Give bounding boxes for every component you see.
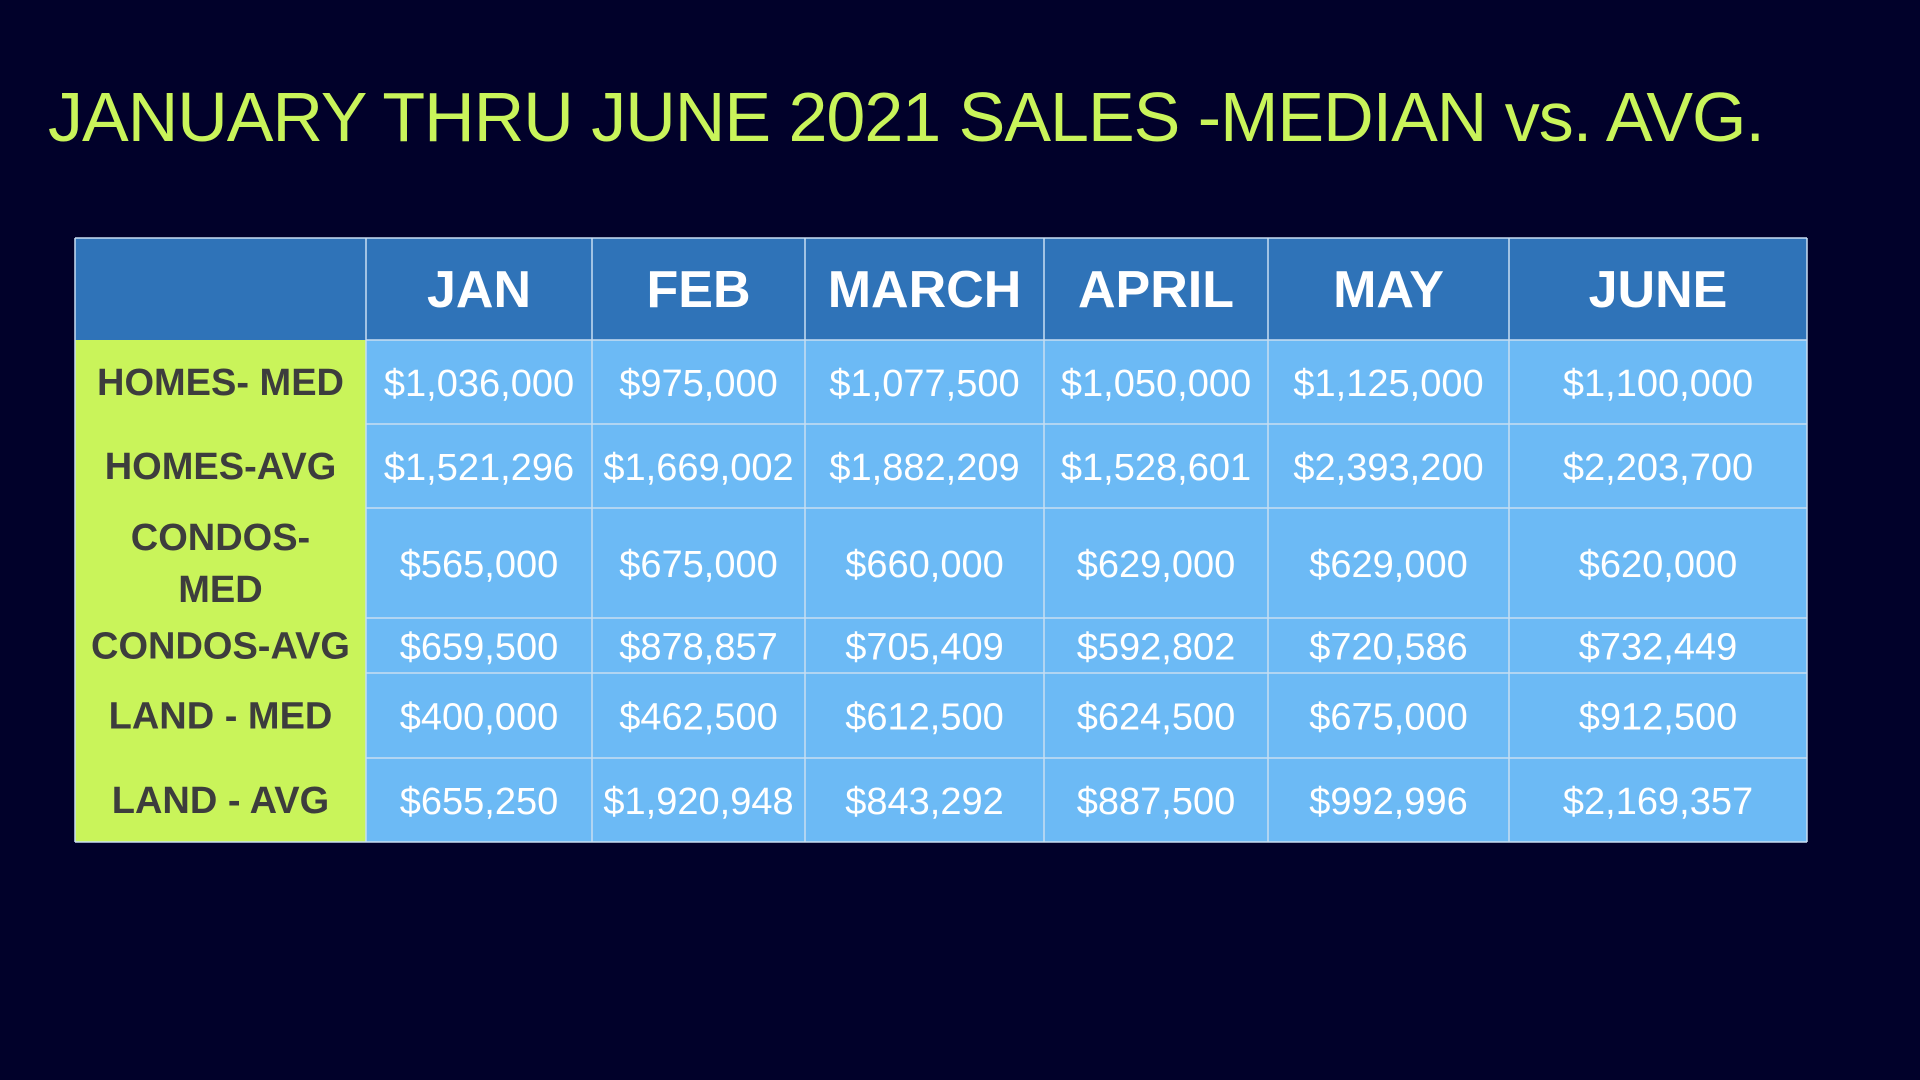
value-row-band	[366, 424, 1807, 508]
value-cell: $565,000	[400, 544, 559, 586]
value-cell: $1,528,601	[1061, 447, 1251, 489]
row-label: CONDOS-AVG	[91, 626, 350, 668]
value-cell: $659,500	[400, 627, 559, 669]
value-cell: $887,500	[1077, 781, 1236, 823]
column-header-june: JUNE	[1589, 261, 1728, 319]
value-cell: $1,125,000	[1293, 363, 1483, 405]
column-header-feb: FEB	[647, 261, 751, 319]
slide-title: JANUARY THRU JUNE 2021 SALES -MEDIAN vs.…	[48, 78, 1765, 156]
value-row-band	[366, 618, 1807, 673]
value-cell: $732,449	[1579, 627, 1738, 669]
value-row-band	[366, 508, 1807, 618]
value-cell: $912,500	[1579, 697, 1738, 739]
value-cell: $629,000	[1077, 544, 1236, 586]
row-label: MED	[178, 569, 262, 611]
value-cell: $612,500	[845, 697, 1004, 739]
value-cell: $624,500	[1077, 697, 1236, 739]
value-cell: $1,521,296	[384, 447, 574, 489]
value-row-band	[366, 758, 1807, 842]
column-header-march: MARCH	[828, 261, 1022, 319]
value-cell: $400,000	[400, 697, 559, 739]
value-cell: $660,000	[845, 544, 1004, 586]
value-cell: $462,500	[619, 697, 778, 739]
value-cell: $1,036,000	[384, 363, 574, 405]
value-cell: $705,409	[845, 627, 1004, 669]
value-cell: $1,050,000	[1061, 363, 1251, 405]
value-cell: $2,393,200	[1293, 447, 1483, 489]
value-cell: $720,586	[1309, 627, 1468, 669]
value-cell: $2,169,357	[1563, 781, 1753, 823]
value-cell: $675,000	[619, 544, 778, 586]
value-row-band	[366, 673, 1807, 758]
value-cell: $592,802	[1077, 627, 1236, 669]
value-row-band	[366, 340, 1807, 424]
row-label-cell	[75, 424, 366, 508]
row-label: HOMES-AVG	[105, 446, 337, 488]
row-label: CONDOS-	[131, 517, 310, 559]
value-cell: $992,996	[1309, 781, 1468, 823]
header-band	[75, 238, 1807, 340]
value-cell: $655,250	[400, 781, 559, 823]
value-cell: $1,669,002	[603, 447, 793, 489]
row-label-cell	[75, 758, 366, 842]
row-label-cell	[75, 508, 366, 618]
row-label-cell	[75, 673, 366, 758]
value-cell: $878,857	[619, 627, 778, 669]
row-label-cell	[75, 618, 366, 673]
row-label: LAND - AVG	[112, 780, 329, 822]
value-cell: $629,000	[1309, 544, 1468, 586]
value-cell: $1,920,948	[603, 781, 793, 823]
value-cell: $620,000	[1579, 544, 1738, 586]
row-label: LAND - MED	[109, 696, 333, 738]
value-cell: $843,292	[845, 781, 1004, 823]
value-cell: $2,203,700	[1563, 447, 1753, 489]
value-cell: $975,000	[619, 363, 778, 405]
value-cell: $675,000	[1309, 697, 1468, 739]
column-header-jan: JAN	[427, 261, 531, 319]
column-header-april: APRIL	[1078, 261, 1234, 319]
value-cell: $1,100,000	[1563, 363, 1753, 405]
value-cell: $1,882,209	[829, 447, 1019, 489]
column-header-may: MAY	[1333, 261, 1444, 319]
row-label-cell	[75, 340, 366, 424]
row-label: HOMES- MED	[97, 362, 344, 404]
value-cell: $1,077,500	[829, 363, 1019, 405]
